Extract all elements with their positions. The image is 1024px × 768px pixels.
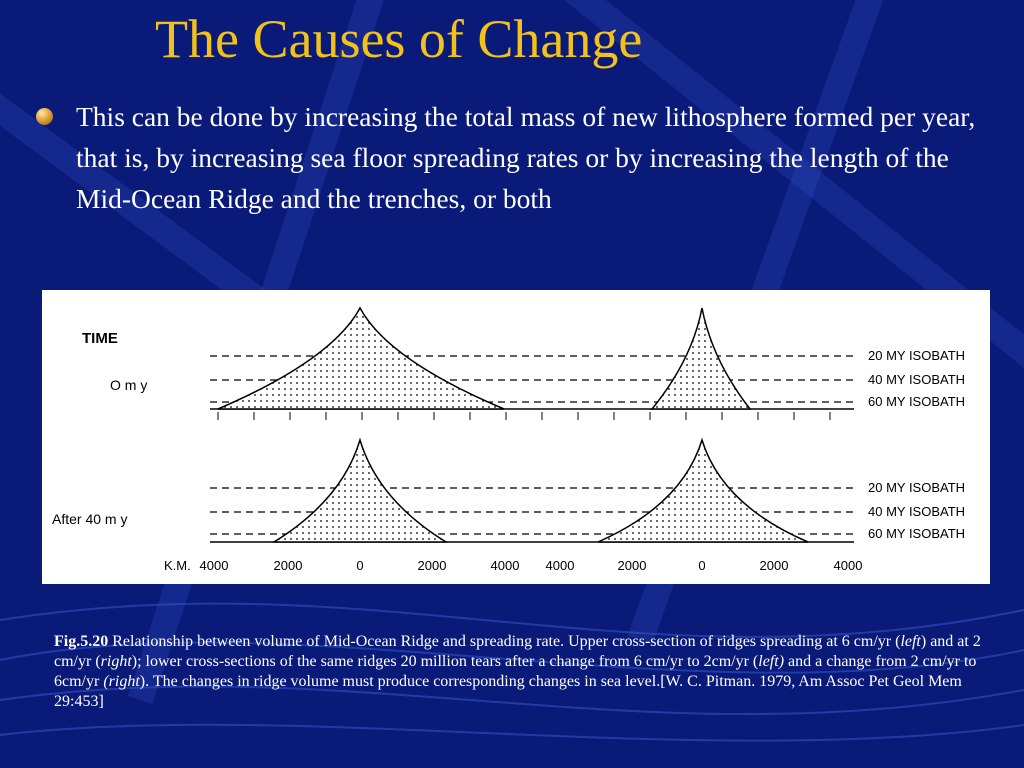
time-label: TIME [82,330,118,347]
figure-caption: Fig.5.20 Relationship between volume of … [54,632,984,712]
slide-title: The Causes of Change [155,9,643,69]
bullet-icon [36,108,53,125]
caption-left-1: left [900,633,921,650]
caption-part-3: ); lower cross-sections of the same ridg… [131,653,759,670]
distance-tick: 4000 [200,558,229,573]
top-left-ridge [217,306,505,410]
caption-part-4: and a change from 2 cm/yr to 6cm/yr [54,653,977,690]
distance-tick: 2000 [618,558,647,573]
bottom-right-ridge [597,437,809,543]
caption-part-1: Relationship between volume of Mid-Ocean… [108,633,901,650]
distance-axis-ticks: 4000 2000 0 2000 4000 4000 2000 0 2000 4… [200,558,863,573]
caption-left-2: left) [758,653,785,670]
bottom-left-ridge [271,437,449,543]
caption-right-2: (right [103,673,140,690]
row-label-after-40my: After 40 m y [52,511,127,527]
top-right-ridge [650,307,752,410]
row-label-0my: O m y [110,377,147,393]
distance-tick: 4000 [491,558,520,573]
bottom-isobath-60my: 60 MY ISOBATH [868,526,965,541]
caption-right-1: right [100,653,132,670]
distance-tick: 0 [698,558,705,573]
ridge-diagram-svg: TIME O m y After 40 m y 20 MY ISOBATH 40… [52,306,965,573]
distance-tick: 2000 [760,558,789,573]
distance-tick: 2000 [418,558,447,573]
top-isobath-60my: 60 MY ISOBATH [868,394,965,409]
caption-part-2: ) and at 2 cm/yr ( [54,633,981,670]
distance-tick: 4000 [546,558,575,573]
ridge-diagram: TIME O m y After 40 m y 20 MY ISOBATH 40… [42,290,990,584]
caption-part-5: ). The changes in ridge volume must prod… [54,673,962,710]
bullet-text: This can be done by increasing the total… [76,101,976,214]
top-isobath-20my: 20 MY ISOBATH [868,348,965,363]
bottom-isobath-40my: 40 MY ISOBATH [868,504,965,519]
distance-tick: 2000 [274,558,303,573]
top-isobath-40my: 40 MY ISOBATH [868,372,965,387]
top-tick-marks [217,412,831,420]
distance-tick: 4000 [834,558,863,573]
distance-unit-label: K.M. [164,558,191,573]
bottom-isobath-20my: 20 MY ISOBATH [868,480,965,495]
caption-fig-ref: Fig.5.20 [54,633,109,650]
distance-tick: 0 [356,558,363,573]
